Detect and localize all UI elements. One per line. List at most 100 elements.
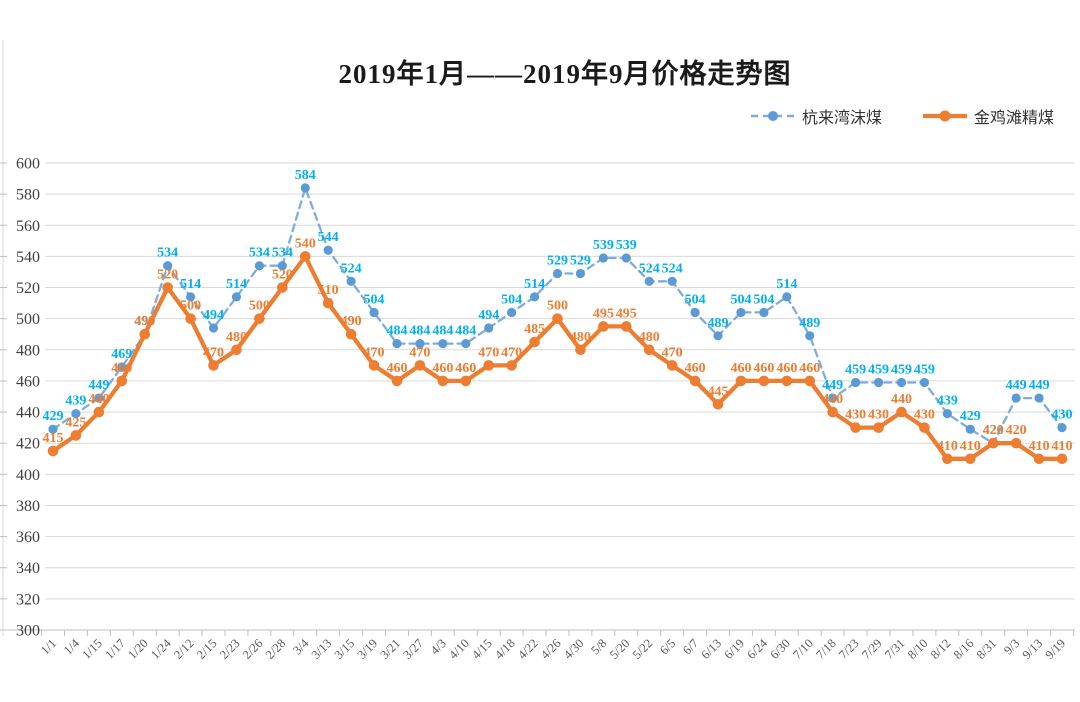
data-point-marker [643, 344, 655, 356]
data-point-marker [965, 424, 975, 434]
data-label: 524 [341, 261, 362, 276]
data-label: 514 [776, 277, 797, 292]
x-tick-label: 1/20 [125, 636, 151, 662]
data-label: 514 [180, 277, 201, 292]
x-tick-label: 9/3 [1001, 636, 1022, 657]
y-axis-ticks [0, 162, 7, 631]
data-point-marker [415, 338, 425, 349]
data-point-marker [94, 393, 104, 403]
data-point-marker [438, 338, 448, 349]
data-label: 460 [730, 361, 751, 376]
data-point-marker [231, 292, 242, 302]
data-label: 460 [455, 361, 476, 376]
x-axis-labels: 1/1 1/41/151/171/201/242/122/152/232/262/… [38, 636, 1068, 662]
data-label: 459 [868, 362, 889, 377]
data-label: 445 [708, 384, 729, 399]
data-point-marker [506, 360, 517, 371]
data-point-marker [598, 321, 609, 332]
x-tick-label: 1/24 [148, 636, 174, 662]
data-point-marker [621, 253, 631, 263]
data-label: 460 [111, 361, 132, 376]
series-markers-1 [47, 251, 1068, 465]
data-point-marker [414, 360, 426, 371]
data-label: 529 [547, 254, 568, 269]
data-label: 470 [203, 345, 224, 360]
data-label: 514 [226, 277, 247, 292]
x-tick-label: 2/28 [263, 636, 289, 662]
data-point-marker [300, 183, 310, 193]
x-axis-ticks [41, 630, 1074, 636]
data-label: 485 [524, 322, 545, 337]
x-tick-label: 4/22 [515, 636, 541, 662]
y-tick-label: 380 [16, 498, 40, 515]
x-tick-label: 2/26 [240, 636, 266, 662]
data-label: 529 [570, 254, 591, 269]
data-point-marker [1011, 393, 1021, 403]
data-label: 524 [662, 261, 683, 276]
x-tick-label: 3/13 [309, 636, 335, 662]
y-tick-label: 460 [16, 373, 40, 390]
x-tick-label: 8/10 [905, 636, 931, 662]
y-tick-label: 400 [16, 467, 40, 484]
data-label: 520 [272, 268, 293, 283]
data-label: 420 [983, 423, 1004, 438]
data-label: 510 [318, 283, 339, 298]
x-tick-label: 6/19 [721, 636, 747, 662]
data-point-marker [529, 336, 540, 348]
data-point-marker [942, 409, 952, 419]
data-label: 484 [409, 324, 430, 339]
x-tick-label: 7/31 [882, 636, 908, 662]
data-point-marker [873, 377, 884, 388]
x-tick-label: 6/7 [680, 636, 701, 657]
x-tick-label: 1/15 [79, 636, 105, 662]
data-point-marker [689, 375, 701, 387]
data-point-marker [804, 375, 816, 387]
data-label: 440 [822, 392, 843, 407]
data-label: 415 [43, 431, 64, 446]
data-label: 459 [891, 362, 912, 377]
data-label: 460 [386, 361, 407, 376]
data-label: 534 [157, 246, 178, 261]
data-label: 514 [524, 277, 545, 292]
data-point-marker [850, 422, 861, 433]
data-label: 430 [914, 408, 935, 423]
y-tick-label: 500 [16, 311, 40, 328]
x-tick-label: 1/17 [102, 636, 128, 662]
data-point-marker [369, 307, 379, 318]
data-label: 504 [364, 292, 385, 307]
x-tick-label: 7/23 [836, 636, 862, 662]
data-label: 470 [501, 345, 522, 360]
y-tick-label: 560 [16, 218, 40, 235]
data-label: 449 [1029, 378, 1050, 393]
data-point-marker [208, 360, 219, 371]
data-point-marker [299, 251, 311, 262]
data-label: 430 [868, 408, 889, 423]
x-tick-label: 8/16 [951, 636, 977, 662]
x-tick-label: 7/18 [813, 636, 839, 662]
solid-line-marker-icon [922, 110, 967, 122]
data-point-marker [1010, 437, 1022, 449]
data-point-marker [346, 276, 356, 286]
data-label: 470 [662, 345, 683, 360]
data-label: 484 [432, 324, 453, 339]
series-markers-0 [48, 183, 1067, 448]
data-label: 429 [43, 409, 64, 424]
data-point-marker [345, 328, 357, 340]
data-label: 504 [753, 292, 774, 307]
data-point-marker [1057, 423, 1067, 433]
x-tick-label: 8/31 [974, 636, 1000, 662]
data-point-marker [71, 409, 81, 419]
data-label: 495 [593, 306, 614, 321]
x-tick-label: 3/19 [355, 636, 381, 662]
x-tick-label: 7/10 [790, 636, 816, 662]
series-data-labels-1: 4154254404604905205004704805005205405104… [43, 236, 1073, 453]
data-label: 460 [432, 361, 453, 376]
data-point-marker [48, 424, 58, 434]
data-point-marker [690, 307, 700, 318]
y-tick-label: 340 [16, 560, 40, 577]
data-label: 425 [65, 415, 86, 430]
data-point-marker [896, 377, 907, 388]
x-tick-label: 5/22 [630, 636, 656, 662]
data-label: 524 [639, 261, 660, 276]
